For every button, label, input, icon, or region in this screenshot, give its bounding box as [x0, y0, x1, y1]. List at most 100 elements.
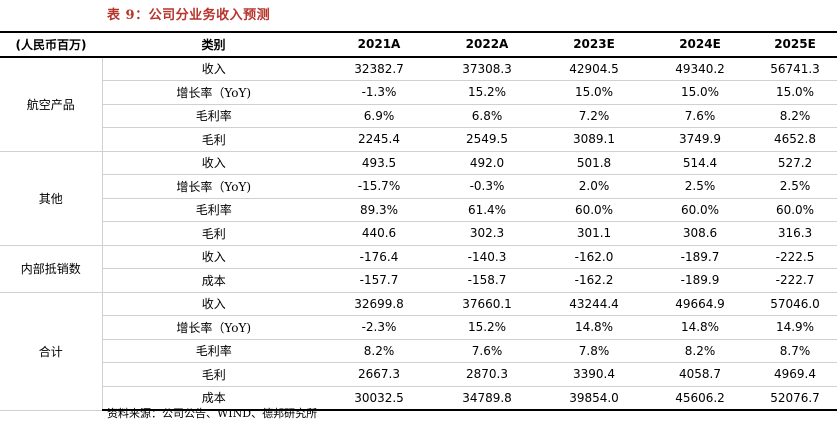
value-cell: 527.2 — [753, 151, 837, 175]
year-header: 2023E — [541, 31, 647, 58]
value-cell: 49340.2 — [647, 56, 753, 81]
unit-header: (人民币百万) — [0, 31, 102, 58]
table-row: 其他 收入 493.5 492.0 501.8 514.4 527.2 — [0, 151, 837, 246]
value-cell: 440.6 — [325, 221, 433, 246]
category-header: 类别 — [102, 31, 325, 58]
value-cell: 2667.3 — [325, 362, 433, 387]
value-cell: 60.0% — [753, 198, 837, 222]
value-cell: -0.3% — [433, 174, 541, 199]
value-cell: 37660.1 — [433, 292, 541, 316]
table-row: 增长率（YoY) -1.3% 15.2% 15.0% 15.0% 15.0% — [0, 80, 837, 105]
value-cell: 60.0% — [541, 198, 647, 222]
value-cell: 15.0% — [541, 80, 647, 105]
metric-label: 收入 — [102, 292, 325, 316]
table-row: 毛利率 89.3% 61.4% 60.0% 60.0% 60.0% — [0, 198, 837, 222]
value-cell: 4652.8 — [753, 127, 837, 152]
source-note: 资料来源：公司公告、WIND、德邦研究所 — [107, 407, 318, 420]
value-cell: 316.3 — [753, 221, 837, 246]
value-cell: 302.3 — [433, 221, 541, 246]
value-cell: 34789.8 — [433, 386, 541, 411]
table-row: 毛利 2245.4 2549.5 3089.1 3749.9 4652.8 — [0, 127, 837, 152]
value-cell: 14.8% — [541, 315, 647, 340]
metric-label: 增长率（YoY) — [102, 174, 325, 199]
value-cell: 2.5% — [647, 174, 753, 199]
value-cell: 14.9% — [753, 315, 837, 340]
value-cell: 15.0% — [647, 80, 753, 105]
value-cell: 6.9% — [325, 104, 433, 128]
value-cell: 7.6% — [647, 104, 753, 128]
metric-label: 毛利率 — [102, 339, 325, 363]
value-cell: 56741.3 — [753, 56, 837, 81]
value-cell: 3089.1 — [541, 127, 647, 152]
value-cell: 7.6% — [433, 339, 541, 363]
value-cell: -140.3 — [433, 245, 541, 269]
value-cell: 2.5% — [753, 174, 837, 199]
value-cell: 52076.7 — [753, 386, 837, 411]
value-cell: 15.2% — [433, 315, 541, 340]
value-cell: 4969.4 — [753, 362, 837, 387]
value-cell: 30032.5 — [325, 386, 433, 411]
value-cell: 493.5 — [325, 151, 433, 175]
metric-label: 毛利率 — [102, 104, 325, 128]
value-cell: -162.0 — [541, 245, 647, 269]
value-cell: 2245.4 — [325, 127, 433, 152]
value-cell: -15.7% — [325, 174, 433, 199]
value-cell: 32382.7 — [325, 56, 433, 81]
value-cell: 2.0% — [541, 174, 647, 199]
metric-label: 增长率（YoY) — [102, 315, 325, 340]
value-cell: 3390.4 — [541, 362, 647, 387]
value-cell: 43244.4 — [541, 292, 647, 316]
value-cell: 89.3% — [325, 198, 433, 222]
value-cell: 6.8% — [433, 104, 541, 128]
value-cell: -222.5 — [753, 245, 837, 269]
metric-label: 毛利率 — [102, 198, 325, 222]
value-cell: 2549.5 — [433, 127, 541, 152]
value-cell: -1.3% — [325, 80, 433, 105]
value-cell: -176.4 — [325, 245, 433, 269]
revenue-forecast-table: (人民币百万) 类别 2021A 2022A 2023E 2024E 2025E… — [0, 31, 837, 411]
value-cell: 7.8% — [541, 339, 647, 363]
value-cell: 61.4% — [433, 198, 541, 222]
value-cell: -2.3% — [325, 315, 433, 340]
segment-label: 合计 — [0, 292, 103, 411]
metric-label: 收入 — [102, 56, 325, 81]
table-row: 增长率（YoY) -15.7% -0.3% 2.0% 2.5% 2.5% — [0, 174, 837, 199]
metric-label: 增长率（YoY) — [102, 80, 325, 105]
header-row: (人民币百万) 类别 2021A 2022A 2023E 2024E 2025E — [0, 31, 837, 58]
metric-label: 成本 — [102, 268, 325, 293]
table-row: 增长率（YoY) -2.3% 15.2% 14.8% 14.8% 14.9% — [0, 315, 837, 340]
value-cell: 7.2% — [541, 104, 647, 128]
value-cell: -222.7 — [753, 268, 837, 293]
value-cell: 57046.0 — [753, 292, 837, 316]
value-cell: 8.2% — [325, 339, 433, 363]
table-row: 毛利率 6.9% 6.8% 7.2% 7.6% 8.2% — [0, 104, 837, 128]
table-row: 内部抵销数 收入 -176.4 -140.3 -162.0 -189.7 -222.5 — [0, 245, 837, 293]
value-cell: 42904.5 — [541, 56, 647, 81]
value-cell: 514.4 — [647, 151, 753, 175]
table-row: 毛利率 8.2% 7.6% 7.8% 8.2% 8.7% — [0, 339, 837, 363]
table-row: 毛利 2667.3 2870.3 3390.4 4058.7 4969.4 — [0, 362, 837, 387]
value-cell: 8.2% — [753, 104, 837, 128]
metric-label: 毛利 — [102, 362, 325, 387]
value-cell: -189.9 — [647, 268, 753, 293]
table-row: 成本 -157.7 -158.7 -162.2 -189.9 -222.7 — [0, 268, 837, 293]
metric-label: 收入 — [102, 151, 325, 175]
value-cell: -162.2 — [541, 268, 647, 293]
value-cell: 15.0% — [753, 80, 837, 105]
value-cell: 14.8% — [647, 315, 753, 340]
value-cell: 308.6 — [647, 221, 753, 246]
table-body: 航空产品 收入 32382.7 37308.3 42904.5 49340.2 56741.… — [0, 56, 837, 411]
table-row: 航空产品 收入 32382.7 37308.3 42904.5 49340.2 56741.… — [0, 56, 837, 152]
metric-label: 成本 — [102, 386, 325, 411]
value-cell: 501.8 — [541, 151, 647, 175]
year-header: 2025E — [753, 31, 837, 58]
value-cell: 32699.8 — [325, 292, 433, 316]
value-cell: 8.7% — [753, 339, 837, 363]
value-cell: 492.0 — [433, 151, 541, 175]
value-cell: -157.7 — [325, 268, 433, 293]
metric-label: 收入 — [102, 245, 325, 269]
metric-label: 毛利 — [102, 221, 325, 246]
year-header: 2021A — [325, 31, 433, 58]
value-cell: -158.7 — [433, 268, 541, 293]
value-cell: 8.2% — [647, 339, 753, 363]
